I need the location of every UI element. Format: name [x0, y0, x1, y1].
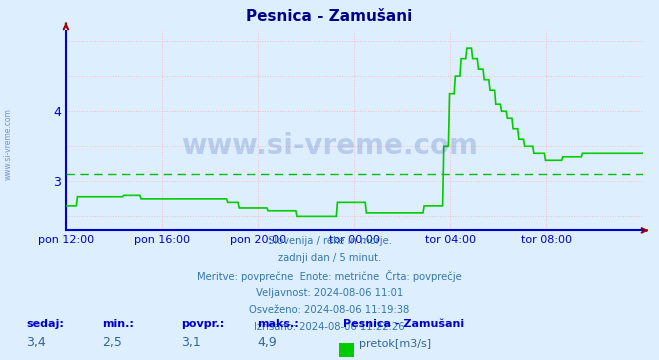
Text: min.:: min.:: [102, 319, 134, 329]
Text: povpr.:: povpr.:: [181, 319, 225, 329]
Text: www.si-vreme.com: www.si-vreme.com: [4, 108, 13, 180]
Text: 3,1: 3,1: [181, 336, 201, 349]
Text: Veljavnost: 2024-08-06 11:01: Veljavnost: 2024-08-06 11:01: [256, 288, 403, 298]
Text: sedaj:: sedaj:: [26, 319, 64, 329]
Text: Slovenija / reke in morje.: Slovenija / reke in morje.: [268, 236, 391, 246]
Text: Osveženo: 2024-08-06 11:19:38: Osveženo: 2024-08-06 11:19:38: [249, 305, 410, 315]
Text: 3,4: 3,4: [26, 336, 46, 349]
Text: Pesnica - Zamušani: Pesnica - Zamušani: [343, 319, 464, 329]
Text: Meritve: povprečne  Enote: metrične  Črta: povprečje: Meritve: povprečne Enote: metrične Črta:…: [197, 270, 462, 282]
Text: Izrisano: 2024-08-06 11:22:26: Izrisano: 2024-08-06 11:22:26: [254, 322, 405, 332]
Text: zadnji dan / 5 minut.: zadnji dan / 5 minut.: [278, 253, 381, 263]
Text: maks.:: maks.:: [257, 319, 299, 329]
Text: www.si-vreme.com: www.si-vreme.com: [181, 132, 478, 160]
Text: Pesnica - Zamušani: Pesnica - Zamušani: [246, 9, 413, 24]
Text: 4,9: 4,9: [257, 336, 277, 349]
Text: pretok[m3/s]: pretok[m3/s]: [359, 339, 431, 349]
Text: 2,5: 2,5: [102, 336, 122, 349]
